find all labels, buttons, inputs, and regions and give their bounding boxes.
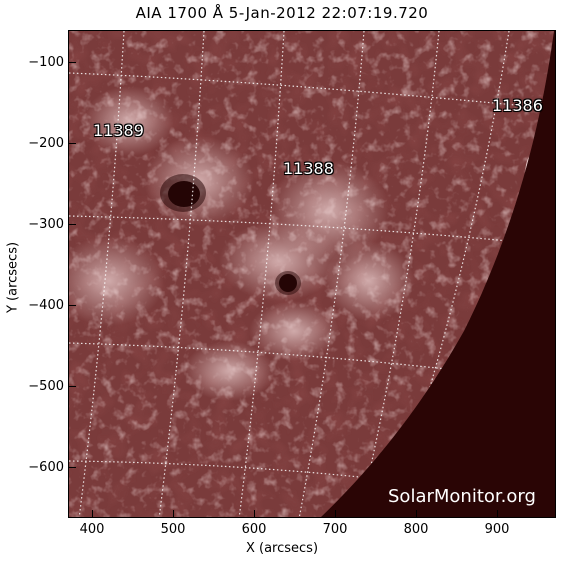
tick-mark: [254, 510, 255, 518]
tick-mark: [497, 510, 498, 518]
x-tick-label: 600: [241, 522, 267, 537]
tick-mark: [68, 305, 76, 306]
active-region-label: 11388: [283, 159, 334, 178]
y-tick-label: −100: [28, 55, 64, 70]
active-region-label: 11386: [492, 96, 543, 115]
tick-mark: [68, 143, 76, 144]
x-tick-label: 700: [322, 522, 348, 537]
heliographic-grid: [69, 31, 554, 517]
tick-mark: [68, 467, 76, 468]
y-tick-label: −600: [28, 460, 64, 475]
tick-mark: [92, 510, 93, 518]
y-tick-label: −400: [28, 298, 64, 313]
x-tick-label: 800: [403, 522, 429, 537]
x-tick-label: 900: [484, 522, 510, 537]
solar-image-panel: [68, 30, 556, 518]
solar-disk-image: [69, 31, 555, 517]
tick-mark: [173, 510, 174, 518]
tick-mark: [416, 510, 417, 518]
y-axis-label: Y (arcsecs): [5, 241, 21, 314]
solar-disk: [69, 31, 554, 517]
image-title: AIA 1700 Å 5-Jan-2012 22:07:19.720: [135, 4, 429, 22]
active-region-label: 11389: [93, 121, 144, 140]
y-tick-label: −200: [28, 136, 64, 151]
tick-mark: [68, 386, 76, 387]
y-tick-label: −500: [28, 379, 64, 394]
x-axis-label: X (arcsecs): [245, 541, 319, 556]
x-tick-label: 400: [79, 522, 105, 537]
x-tick-label: 500: [160, 522, 186, 537]
tick-mark: [335, 510, 336, 518]
solarmonitor-watermark: SolarMonitor.org: [388, 486, 536, 507]
tick-mark: [68, 62, 76, 63]
y-tick-label: −300: [28, 217, 64, 232]
tick-mark: [68, 224, 76, 225]
